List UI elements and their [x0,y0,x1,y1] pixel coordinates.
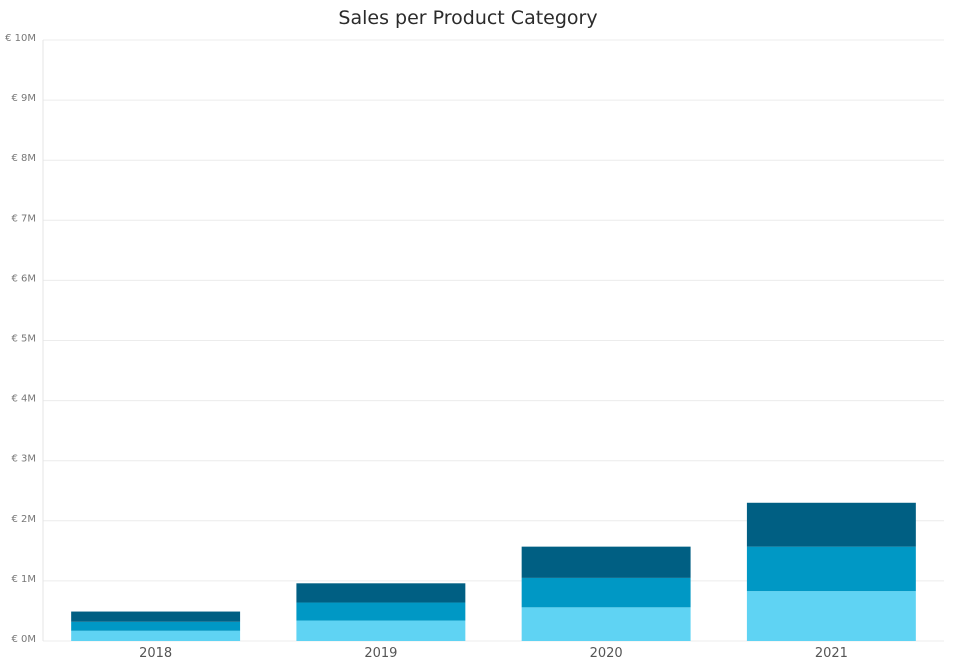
y-tick-label: € 5M [11,334,36,345]
bar-segment [296,620,466,641]
y-tick-label: € 6M [11,273,36,284]
y-tick-label: € 0M [11,634,36,645]
y-tick-label: € 7M [11,213,36,224]
y-tick-label: € 1M [11,574,36,585]
x-tick-label: 2020 [590,646,623,661]
bar-segment [521,607,691,641]
y-axis-ticks: € 0M € 1M € 2M € 3M € 4M € 5M € 6M € 7M € 8M € 9M… [5,33,36,645]
y-tick-label: € 8M [11,153,36,164]
y-tick-label: € 2M [11,514,36,525]
x-tick-label: 2021 [815,646,848,661]
bar-segment [71,611,241,622]
bar-segment [71,621,241,631]
x-tick-label: 2018 [139,646,172,661]
y-tick-label: € 10M [5,33,36,44]
y-tick-label: € 3M [11,454,36,465]
bar-segment [296,583,466,603]
chart-title: Sales per Product Category [338,7,598,29]
bar-segment [746,591,916,641]
bar-segment [296,602,466,621]
bar-segment [71,630,241,641]
bars [71,502,916,641]
x-axis-ticks: 2018 2019 2020 2021 [139,646,848,661]
bar-segment [746,546,916,592]
bar-segment [521,577,691,608]
y-tick-label: € 4M [11,394,36,405]
y-tick-label: € 9M [11,93,36,104]
bar-segment [746,502,916,547]
bar-segment [521,546,691,578]
x-tick-label: 2019 [364,646,397,661]
